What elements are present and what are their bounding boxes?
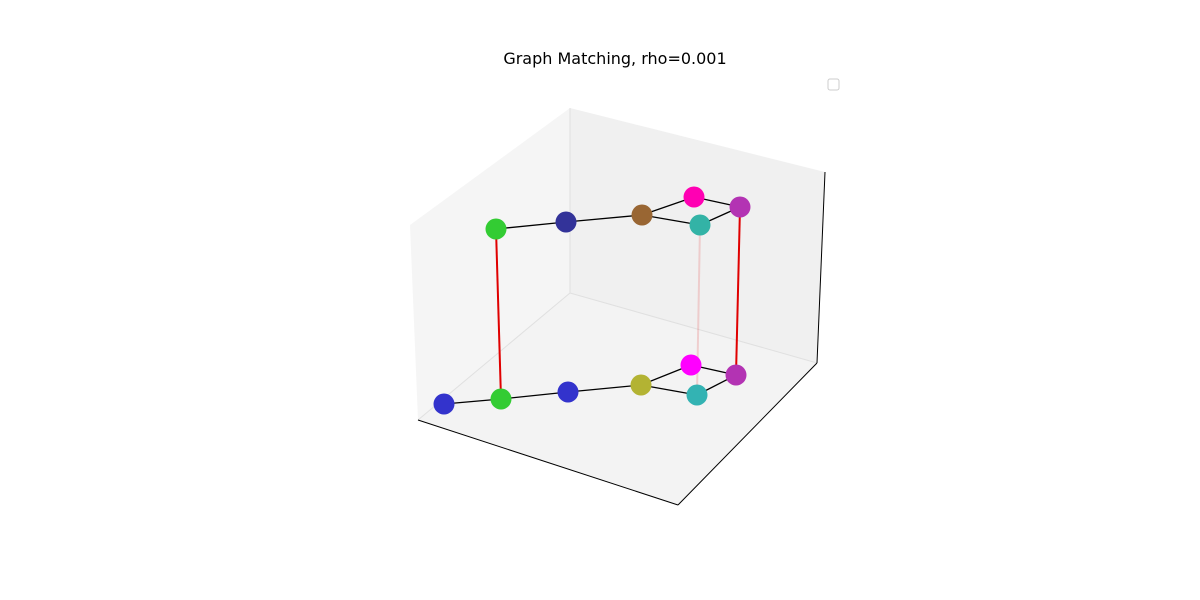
floor-back-right-edge (569, 292, 818, 364)
graph2-node-e2 (683, 186, 705, 208)
graph1-edge-c1-d1 (567, 384, 642, 393)
chart-title: Graph Matching, rho=0.001 (503, 49, 726, 68)
match-line-b1-b2 (495, 228, 502, 400)
back-right-pane (570, 108, 825, 363)
graph2-node-b2 (485, 218, 507, 240)
graph1-node-d1 (630, 374, 652, 396)
graph2-node-d2 (631, 204, 653, 226)
graph1-node-b1 (490, 388, 512, 410)
graph2-edge-b2-c2 (495, 221, 567, 230)
graph1-node-c1 (557, 381, 579, 403)
graph1-edge-b1-c1 (500, 391, 569, 400)
graph-nodes (433, 186, 751, 415)
z-axis-line (816, 171, 826, 364)
floor-pane (418, 293, 817, 505)
graph1-node-a1 (433, 393, 455, 415)
back-left-pane (410, 108, 570, 420)
graph1-node-e1 (680, 354, 702, 376)
graph2-node-f2 (689, 214, 711, 236)
axes-box (410, 108, 826, 506)
graph2-node-g2 (729, 196, 751, 218)
graph1-node-f1 (686, 384, 708, 406)
match-line-g1-g2 (735, 206, 741, 376)
legend-box (827, 78, 840, 91)
y-axis-line (677, 362, 818, 506)
x-axis-line (417, 419, 679, 506)
graph2-edge-c2-d2 (565, 214, 643, 223)
graph1-node-g1 (725, 364, 747, 386)
graph2-node-c2 (555, 211, 577, 233)
